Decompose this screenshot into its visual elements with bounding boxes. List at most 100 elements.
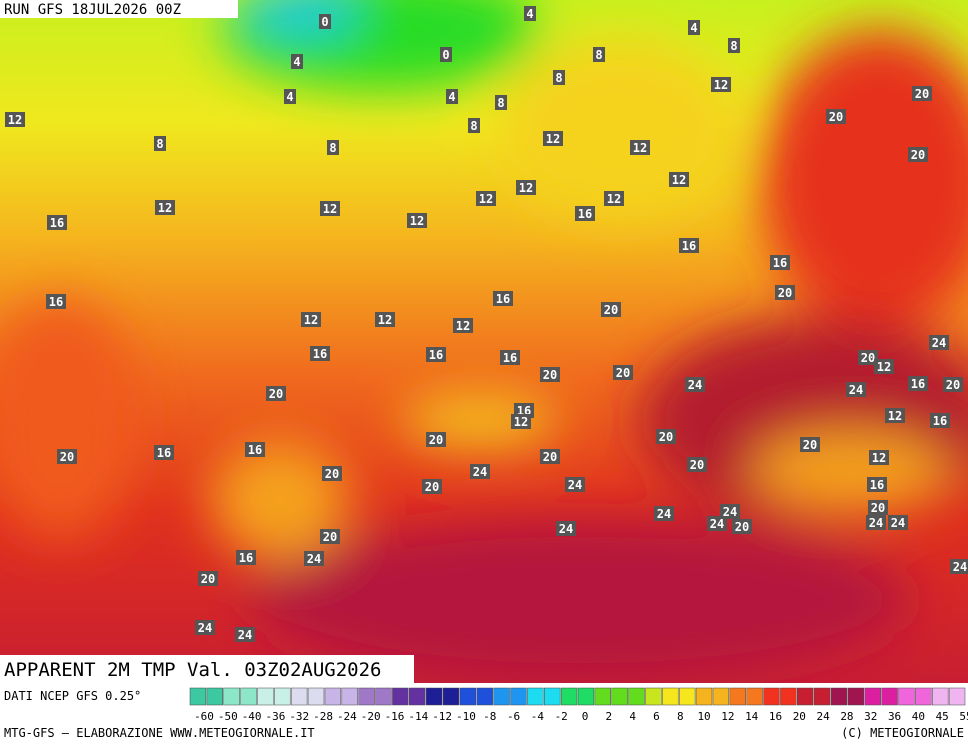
label-box: [235, 627, 255, 642]
map-label: 20: [829, 110, 843, 124]
scale-swatch: [645, 687, 662, 706]
map-label: 20: [543, 450, 557, 464]
scale-swatch: [948, 687, 966, 706]
scale-label: 45: [936, 710, 949, 723]
scale-swatch: [813, 687, 831, 706]
label-box: [5, 112, 25, 127]
label-box: [310, 346, 330, 361]
map-label: 12: [8, 113, 22, 127]
scale-label: 32: [864, 710, 877, 723]
map-label: 12: [714, 78, 728, 92]
map-label: 24: [657, 507, 671, 521]
map-label: 24: [568, 478, 582, 492]
map-label: 12: [633, 141, 647, 155]
map-label: 12: [456, 319, 470, 333]
label-box: [304, 551, 324, 566]
scale-label: -20: [361, 710, 381, 723]
label-box: [950, 559, 968, 574]
label-box: [565, 477, 585, 492]
map-label: 12: [410, 214, 424, 228]
label-box: [656, 429, 676, 444]
scale-swatch: [476, 687, 493, 706]
label-box: [468, 118, 480, 133]
map-label: 12: [877, 360, 891, 374]
label-box: [908, 147, 928, 162]
map-label: 12: [519, 181, 533, 195]
map-label: 16: [248, 443, 262, 457]
label-box: [470, 464, 490, 479]
scale-label: 6: [653, 710, 660, 723]
scale-swatch: [375, 687, 392, 706]
scale-swatch: [307, 687, 325, 706]
map-label: 20: [871, 501, 885, 515]
scale-swatch: [695, 687, 713, 706]
label-box: [707, 516, 727, 531]
scale-swatch: [915, 687, 932, 706]
map-label: 0: [321, 15, 328, 29]
label-box: [47, 215, 67, 230]
label-box: [327, 140, 339, 155]
scale-swatch: [577, 687, 595, 706]
scale-swatch: [678, 687, 696, 706]
label-box: [319, 14, 331, 29]
label-box: [593, 47, 605, 62]
map-label: 24: [559, 522, 573, 536]
map-label: 12: [323, 202, 337, 216]
label-box: [195, 620, 215, 635]
scale-swatch: [409, 687, 426, 706]
map-label: 16: [49, 295, 63, 309]
label-box: [266, 386, 286, 401]
map-label: 24: [198, 621, 212, 635]
scale-label: -60: [194, 710, 214, 723]
label-box: [540, 449, 560, 464]
map-label: 16: [496, 292, 510, 306]
label-box: [630, 140, 650, 155]
map-label: 20: [690, 458, 704, 472]
label-box: [775, 285, 795, 300]
scale-swatch: [797, 687, 814, 706]
map-label: 16: [429, 348, 443, 362]
scale-swatch: [611, 687, 628, 706]
map-label: 20: [915, 87, 929, 101]
map-label: 12: [672, 173, 686, 187]
map-label: 20: [60, 450, 74, 464]
map-label: 20: [269, 387, 283, 401]
scale-swatch: [392, 687, 409, 706]
scale-label: 28: [840, 710, 853, 723]
label-box: [453, 318, 473, 333]
map-label: 16: [870, 478, 884, 492]
map-field: [0, 0, 968, 683]
label-box: [908, 376, 928, 391]
label-box: [493, 291, 513, 306]
map-label: 24: [723, 505, 737, 519]
label-box: [245, 442, 265, 457]
scale-swatch: [459, 687, 477, 706]
map-label: 12: [546, 132, 560, 146]
map-label: 20: [425, 480, 439, 494]
map-label: 0: [442, 48, 449, 62]
label-box: [320, 201, 340, 216]
scale-label: 12: [721, 710, 734, 723]
map-label: 24: [710, 517, 724, 531]
map-label: 16: [578, 207, 592, 221]
label-box: [604, 191, 624, 206]
scale-swatch: [780, 687, 797, 706]
label-box: [291, 54, 303, 69]
label-box: [422, 479, 442, 494]
map-label: 16: [313, 347, 327, 361]
label-box: [516, 180, 536, 195]
scale-swatch: [274, 687, 291, 706]
scale-swatch: [594, 687, 611, 706]
map-label: 4: [526, 7, 533, 21]
scale-label: 55: [959, 710, 968, 723]
map-label: 20: [735, 520, 749, 534]
label-box: [553, 70, 565, 85]
label-box: [426, 432, 446, 447]
map-label: 24: [307, 552, 321, 566]
map-label: 8: [156, 137, 163, 151]
label-box: [613, 365, 633, 380]
scale-swatch: [240, 687, 257, 706]
label-box: [869, 450, 889, 465]
scale-swatch: [189, 687, 207, 706]
